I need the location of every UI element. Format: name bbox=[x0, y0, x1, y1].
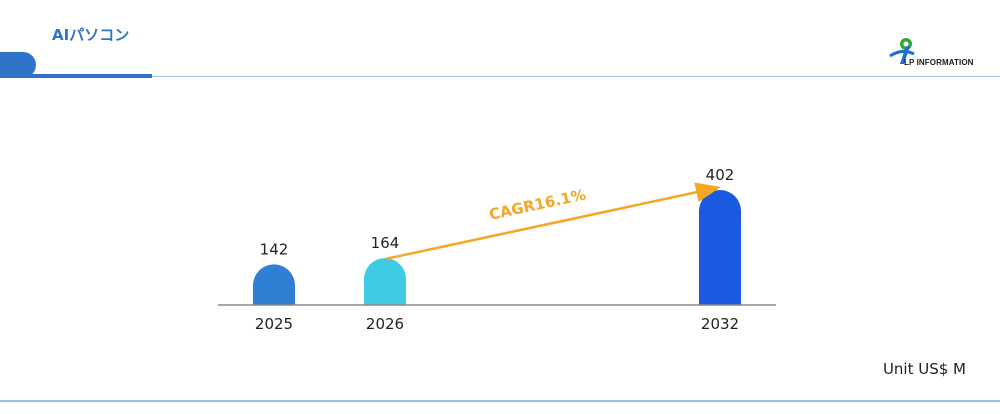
cagr-arrow bbox=[384, 182, 721, 261]
footer-divider bbox=[0, 400, 1000, 402]
header-tab-accent bbox=[0, 52, 36, 78]
x-tick-2025: 2025 bbox=[255, 315, 293, 333]
header-accent-bar bbox=[0, 74, 152, 78]
bar-2025 bbox=[253, 264, 295, 305]
logo-text: LP INFORMATION bbox=[904, 58, 974, 67]
data-label-2026: 164 bbox=[371, 234, 400, 252]
bar-2032 bbox=[699, 190, 741, 305]
data-label-2025: 142 bbox=[260, 240, 289, 258]
bar-2026 bbox=[364, 258, 406, 305]
page-title: AIパソコン bbox=[52, 26, 130, 44]
header-divider bbox=[152, 76, 1000, 77]
lp-information-logo bbox=[889, 38, 915, 64]
x-tick-2032: 2032 bbox=[701, 315, 739, 333]
data-label-2032: 402 bbox=[706, 166, 735, 184]
x-tick-2026: 2026 bbox=[366, 315, 404, 333]
unit-label: Unit US$ M bbox=[882, 360, 966, 378]
